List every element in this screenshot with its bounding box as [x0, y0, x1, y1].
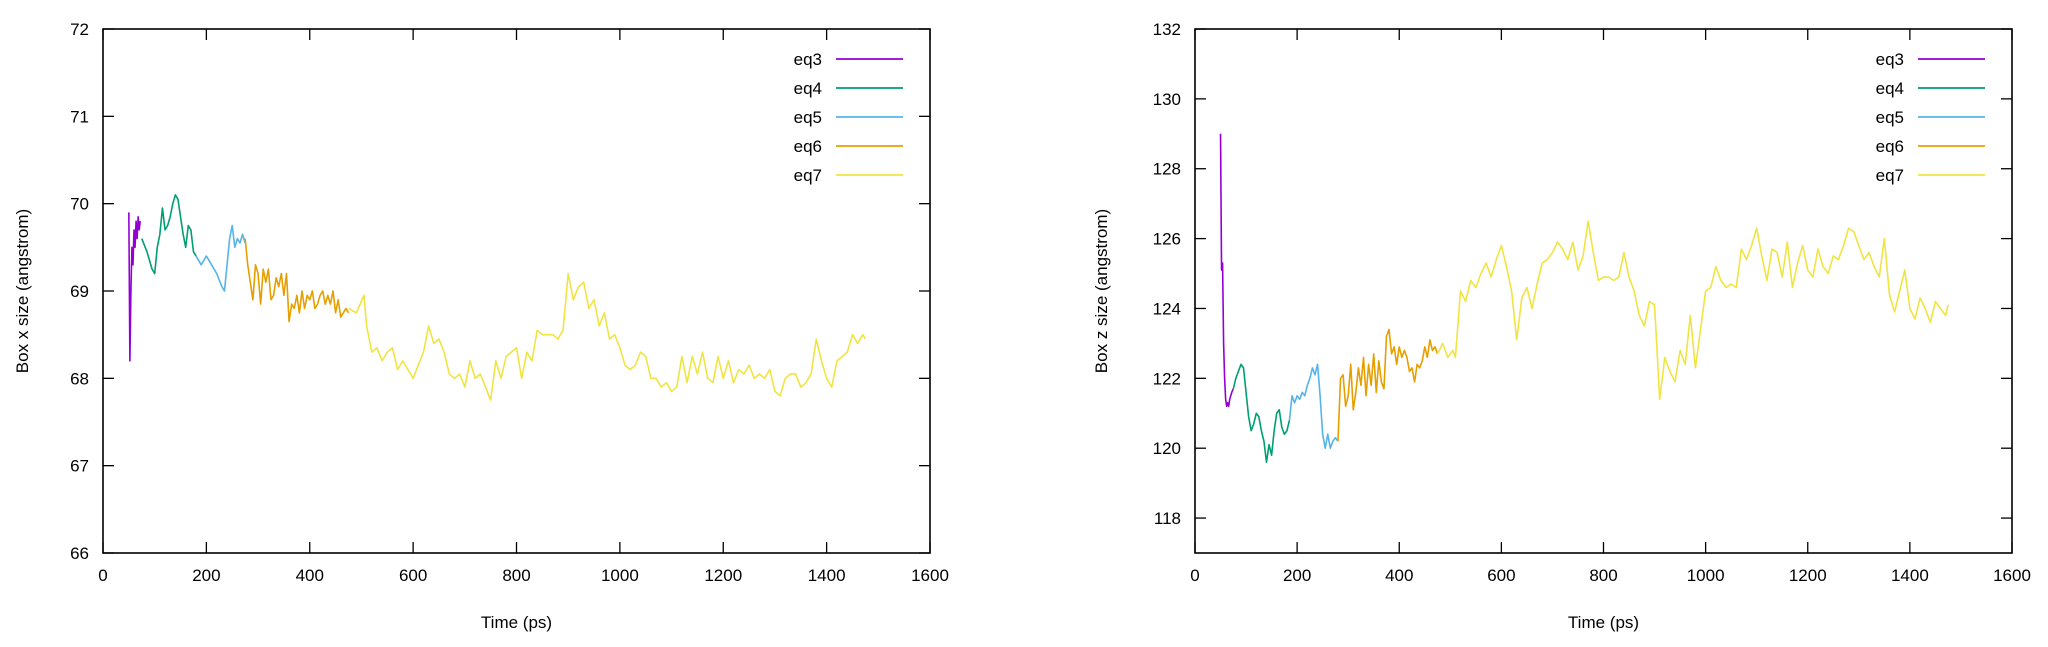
y-tick-label: 72: [70, 20, 89, 39]
series-line-eq7: [1436, 220, 1949, 401]
x-tick-label: 0: [98, 566, 107, 585]
y-tick-label: 67: [70, 457, 89, 476]
legend-label-eq6: eq6: [1876, 137, 1904, 156]
legend-label-eq4: eq4: [1876, 79, 1904, 98]
x-tick-label: 400: [296, 566, 324, 585]
x-tick-label: 200: [192, 566, 220, 585]
y-tick-label: 68: [70, 369, 89, 388]
x-tick-label: 400: [1385, 566, 1413, 585]
series-line-eq7: [348, 272, 867, 401]
x-tick-label: 0: [1190, 566, 1199, 585]
x-tick-label: 1200: [1789, 566, 1827, 585]
y-tick-label: 69: [70, 282, 89, 301]
y-tick-label: 128: [1153, 160, 1181, 179]
chart-box-z-size: 0 200 400 600 800 1000 1200 1400 1600 118 120 122 12…: [1092, 20, 2031, 632]
legend-label-eq7: eq7: [794, 166, 822, 185]
series-line-eq3: [1219, 133, 1235, 408]
series-line-eq6: [1337, 328, 1439, 442]
y-tick-label: 70: [70, 195, 89, 214]
legend-label-eq3: eq3: [794, 50, 822, 69]
x-tick-label: 1000: [601, 566, 639, 585]
series-line-eq5: [1288, 363, 1339, 450]
series-line-eq3: [128, 212, 142, 362]
legend-label-eq5: eq5: [1876, 108, 1904, 127]
x-tick-label: 200: [1283, 566, 1311, 585]
series-line-eq6: [244, 238, 350, 323]
y-tick-label: 132: [1153, 20, 1181, 39]
y-tick-label: 118: [1154, 509, 1181, 528]
y-tick-label: 130: [1153, 90, 1181, 109]
x-tick-label: 1600: [1993, 566, 2031, 585]
legend-label-eq4: eq4: [794, 79, 822, 98]
y-tick-label: 120: [1153, 439, 1181, 458]
legend-label-eq6: eq6: [794, 137, 822, 156]
x-tick-label: 1000: [1687, 566, 1725, 585]
x-tick-label: 600: [399, 566, 427, 585]
series-line-eq4: [1232, 363, 1291, 463]
legend-label-eq3: eq3: [1876, 50, 1904, 69]
x-axis-label: Time (ps): [481, 613, 552, 632]
x-tick-label: 1400: [1891, 566, 1929, 585]
chart-box-x-size: 0 200 400 600 800 1000 1200 1400 1600 66 67 68 69 70 7…: [13, 20, 949, 632]
legend-label-eq5: eq5: [794, 108, 822, 127]
y-axis-label: Box z size (angstrom): [1092, 209, 1111, 373]
series-line-eq4: [141, 194, 197, 275]
x-tick-label: 1400: [808, 566, 846, 585]
x-tick-label: 800: [502, 566, 530, 585]
y-tick-label: 124: [1153, 299, 1181, 318]
x-tick-label: 1200: [704, 566, 742, 585]
y-axis-label: Box x size (angstrom): [13, 209, 32, 373]
x-tick-label: 800: [1589, 566, 1617, 585]
y-tick-label: 122: [1153, 369, 1181, 388]
x-tick-label: 1600: [911, 566, 949, 585]
y-tick-label: 66: [70, 544, 89, 563]
y-tick-label: 126: [1153, 230, 1181, 249]
x-tick-label: 600: [1487, 566, 1515, 585]
series-line-eq5: [195, 224, 246, 292]
legend-label-eq7: eq7: [1876, 166, 1904, 185]
x-axis-label: Time (ps): [1568, 613, 1639, 632]
y-tick-label: 71: [70, 107, 89, 126]
